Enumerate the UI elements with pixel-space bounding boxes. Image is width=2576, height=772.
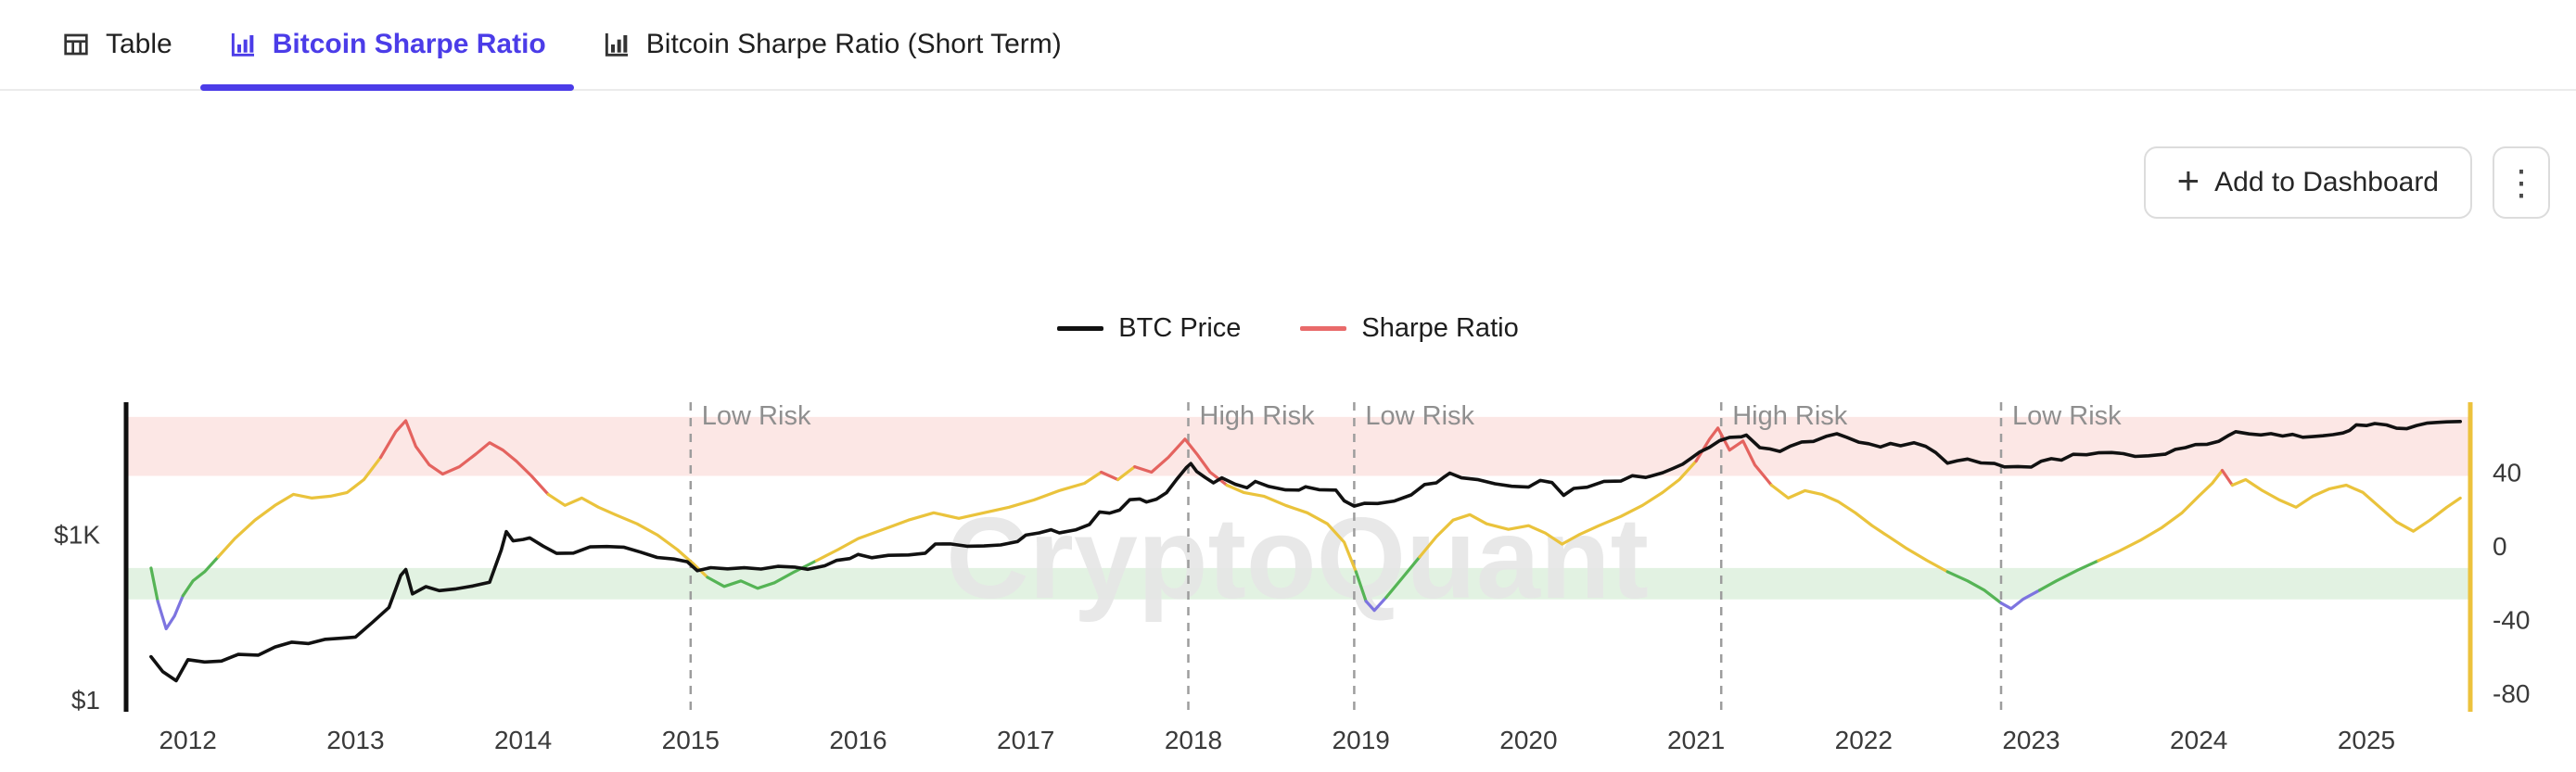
chart-area[interactable]: CryptoQuant Low Risk High Risk Low Risk High… <box>0 361 2576 767</box>
sharpe-ratio-chart: CryptoQuant Low Risk High Risk Low Risk High… <box>54 401 2530 754</box>
x-axis-tick-label: 2019 <box>1333 726 1390 754</box>
legend-sharpe-ratio-label: Sharpe Ratio <box>1361 313 1519 343</box>
high-risk-band <box>124 416 2470 476</box>
x-axis-tick-label: 2018 <box>1165 726 1222 754</box>
btc-price-line <box>149 420 2462 683</box>
risk-annotation-label: Low Risk <box>2012 401 2122 431</box>
legend-btc-price-label: BTC Price <box>1118 313 1242 343</box>
sharpe-ratio-line-segment <box>156 594 185 631</box>
table-icon <box>61 30 91 59</box>
tab-bar: Table Bitcoin Sharpe Ratio Bitcoin Sharp… <box>0 0 2576 91</box>
sharpe-ratio-line-segment <box>1116 464 1137 482</box>
sharpe-ratio-line-segment <box>2097 468 2225 563</box>
add-to-dashboard-button[interactable]: + Add to Dashboard <box>2143 146 2472 219</box>
sharpe-ratio-line-segment <box>1945 570 2003 605</box>
sharpe-ratio-line-segment <box>1694 426 1774 487</box>
legend-item-btc-price[interactable]: BTC Price <box>1057 313 1241 344</box>
x-axis-tick-label: 2025 <box>2338 726 2395 754</box>
left-axis-tick-label: $1K <box>54 521 100 550</box>
more-options-button[interactable]: ⋮ <box>2493 146 2550 219</box>
x-axis-tick-label: 2024 <box>2170 726 2227 754</box>
legend-item-sharpe-ratio[interactable]: Sharpe Ratio <box>1300 313 1519 344</box>
tab-table-label: Table <box>106 29 172 59</box>
chart-legend: BTC Price Sharpe Ratio <box>0 313 2576 344</box>
x-axis-tick-label: 2015 <box>662 726 720 754</box>
tab-bitcoin-sharpe-ratio-short-term-label: Bitcoin Sharpe Ratio (Short Term) <box>645 29 1062 59</box>
right-axis-tick-label: 0 <box>2493 532 2507 561</box>
sharpe-ratio-line-segment <box>378 419 550 496</box>
x-axis-tick-label: 2017 <box>997 726 1054 754</box>
tab-table[interactable]: Table <box>33 0 200 89</box>
sharpe-ratio-line-segment <box>1354 570 1368 603</box>
tab-bitcoin-sharpe-ratio-short-term[interactable]: Bitcoin Sharpe Ratio (Short Term) <box>574 0 1090 89</box>
sharpe-ratio-line-segment <box>2230 477 2462 533</box>
sharpe-ratio-line-segment <box>1099 470 1120 482</box>
tab-bitcoin-sharpe-ratio[interactable]: Bitcoin Sharpe Ratio <box>199 0 574 91</box>
kebab-menu-icon: ⋮ <box>2504 163 2539 203</box>
right-axis-tick-label: 40 <box>2493 459 2521 487</box>
x-axis-tick-label: 2013 <box>326 726 384 754</box>
bar-chart-icon <box>602 30 631 59</box>
right-axis-tick-label: -80 <box>2493 679 2530 708</box>
risk-annotation-label: Low Risk <box>702 401 811 431</box>
x-axis-tick-label: 2022 <box>1835 726 1893 754</box>
sharpe-ratio-line-segment <box>1418 459 1698 559</box>
sharpe-ratio-line-segment <box>216 455 383 559</box>
sharpe-ratio-swatch <box>1300 326 1347 331</box>
add-to-dashboard-label: Add to Dashboard <box>2214 167 2439 197</box>
risk-annotation-label: Low Risk <box>1365 401 1474 431</box>
sharpe-ratio-line-segment <box>1769 483 1949 574</box>
risk-annotation-label: High Risk <box>1200 401 1316 431</box>
sharpe-ratio-line-segment <box>546 492 709 579</box>
x-axis-tick-label: 2012 <box>159 726 217 754</box>
right-axis-tick-label: -40 <box>2493 606 2530 635</box>
tab-bitcoin-sharpe-ratio-label: Bitcoin Sharpe Ratio <box>272 29 546 59</box>
cryptoquant-watermark: CryptoQuant <box>946 495 1649 623</box>
sharpe-ratio-line-segment <box>814 470 1103 563</box>
x-axis-tick-label: 2014 <box>494 726 552 754</box>
bar-chart-icon <box>228 30 258 59</box>
sharpe-ratio-line-segment <box>2038 559 2100 592</box>
plus-icon: + <box>2176 158 2200 202</box>
sharpe-ratio-line-segment <box>706 559 819 590</box>
sharpe-ratio-line-segment <box>1225 483 1358 574</box>
left-axis-tick-label: $1 <box>71 686 100 715</box>
sharpe-ratio-line-segment <box>1999 588 2042 611</box>
sharpe-ratio-line-segment <box>149 566 159 603</box>
x-axis-tick-label: 2016 <box>829 726 886 754</box>
sharpe-ratio-line-segment <box>1133 437 1229 487</box>
btc-price-swatch <box>1057 326 1104 331</box>
x-axis-tick-label: 2021 <box>1667 726 1725 754</box>
x-axis-tick-label: 2023 <box>2002 726 2060 754</box>
x-axis-tick-label: 2020 <box>1499 726 1557 754</box>
sharpe-ratio-line-segment <box>2220 468 2234 487</box>
risk-annotation-label: High Risk <box>1732 401 1848 431</box>
chart-toolbar: + Add to Dashboard ⋮ <box>2143 146 2550 219</box>
sharpe-ratio-line-segment <box>181 555 220 598</box>
low-risk-band <box>124 567 2470 600</box>
sharpe-ratio-line-segment <box>1364 596 1388 613</box>
sharpe-ratio-line-segment <box>1384 555 1422 600</box>
